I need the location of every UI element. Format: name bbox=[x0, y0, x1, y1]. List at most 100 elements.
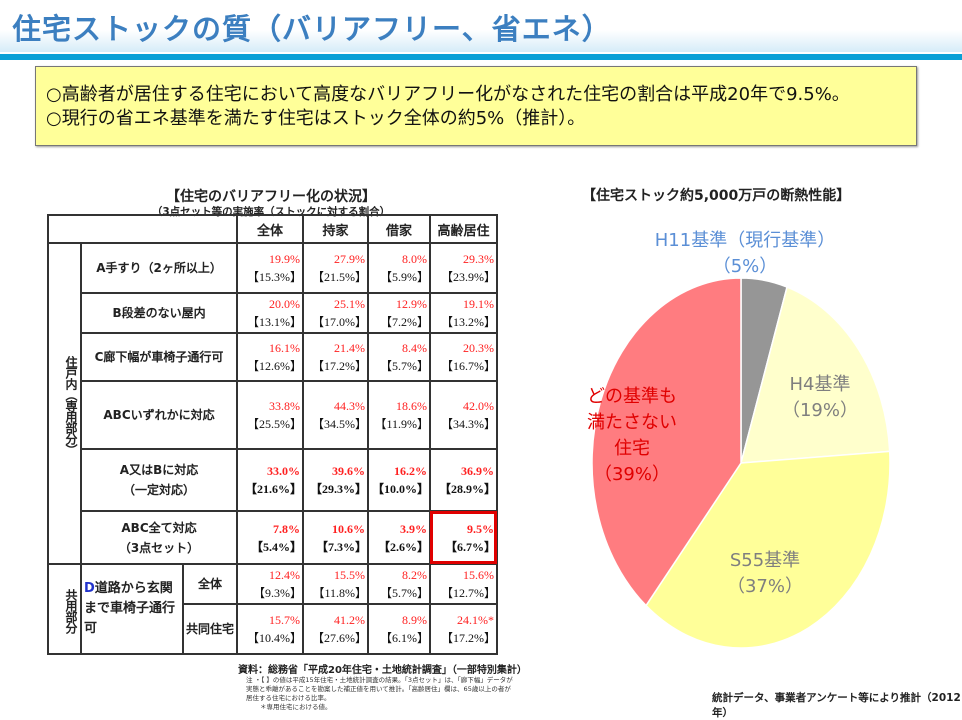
value-cell: 16.2% 【10.0%】 bbox=[367, 448, 432, 512]
value-previous: 【5.9%】 bbox=[380, 270, 430, 284]
value-current: 8.4% bbox=[402, 341, 428, 355]
value-cell: 18.6% 【11.9%】 bbox=[367, 380, 432, 450]
column-header: 持家 bbox=[302, 214, 370, 244]
value-previous: 【5.4%】 bbox=[251, 539, 303, 554]
slice-label-none: どの基準も 満たさない 住宅 （39%） bbox=[572, 384, 692, 488]
row-label-prefix: D bbox=[84, 581, 95, 596]
value-cell: 44.3% 【34.5%】 bbox=[302, 380, 370, 450]
value-previous: 【13.1%】 bbox=[247, 315, 303, 329]
footnote: ＊専用住宅における値。 bbox=[260, 703, 332, 711]
row-label: ABC全て対応 （3点セット） bbox=[79, 510, 239, 565]
column-header: 高齢居住 bbox=[429, 214, 499, 244]
page-title: 住宅ストックの質（バリアフリー、省エネ） bbox=[12, 12, 612, 46]
row-label: A手すり（2ヶ所以上） bbox=[79, 242, 239, 294]
value-current: 20.0% bbox=[269, 297, 301, 311]
row-label: B段差のない屋内 bbox=[79, 292, 239, 334]
value-current: 39.6% bbox=[332, 464, 366, 478]
column-header: 借家 bbox=[367, 214, 432, 244]
value-cell: 16.1% 【12.6%】 bbox=[236, 332, 305, 382]
value-previous: 【5.7%】 bbox=[380, 586, 430, 600]
value-cell: 19.9% 【15.3%】 bbox=[236, 242, 305, 294]
sub-label: 共同住宅 bbox=[181, 603, 239, 655]
row-label-text: 道路から玄関まで車椅子通行可 bbox=[84, 581, 176, 636]
value-current: 3.9% bbox=[400, 521, 428, 536]
value-current: 29.3% bbox=[463, 252, 495, 266]
value-cell: 8.9% 【6.1%】 bbox=[367, 603, 432, 655]
summary-box: ○高齢者が居住する住宅において高度なバリアフリー化がなされた住宅の割合は平成20… bbox=[35, 66, 917, 146]
value-current: 25.1% bbox=[334, 297, 366, 311]
value-previous: 【6.1%】 bbox=[380, 631, 430, 645]
value-current: 15.7% bbox=[269, 613, 301, 627]
value-cell: 41.2% 【27.6%】 bbox=[302, 603, 370, 655]
value-previous: 【16.7%】 bbox=[441, 359, 497, 373]
value-previous: 【7.2%】 bbox=[380, 315, 430, 329]
value-cell: 8.4% 【5.7%】 bbox=[367, 332, 432, 382]
value-cell: 15.7% 【10.4%】 bbox=[236, 603, 305, 655]
table-row: B段差のない屋内 20.0% 【13.1%】 25.1% 【17.0%】 12.… bbox=[48, 292, 499, 334]
value-cell: 10.6% 【7.3%】 bbox=[302, 510, 370, 565]
value-previous: 【23.9%】 bbox=[441, 270, 497, 284]
table-row: 共同住宅 15.7% 【10.4%】 41.2% 【27.6%】 8.9% 【6… bbox=[48, 603, 499, 655]
value-previous: 【27.6%】 bbox=[312, 631, 368, 645]
row-label-text: ABCいずれかに対応 bbox=[103, 408, 215, 422]
value-previous: 【2.6%】 bbox=[378, 539, 430, 554]
section-private-label: 住戸内（専用部分） bbox=[47, 242, 82, 565]
slice-label-text: 満たさない bbox=[587, 412, 677, 433]
slice-label-text: どの基準も bbox=[587, 386, 677, 407]
value-previous: 【21.6%】 bbox=[245, 482, 303, 496]
row-label-text: C廊下幅が車椅子通行可 bbox=[94, 350, 224, 364]
value-cell: 15.5% 【11.8%】 bbox=[302, 563, 370, 605]
summary-line: ○高齢者が居住する住宅において高度なバリアフリー化がなされた住宅の割合は平成20… bbox=[46, 84, 850, 105]
value-cell: 36.9% 【28.9%】 bbox=[429, 448, 499, 512]
slice-label-h11: H11基準（現行基準） （5%） bbox=[640, 228, 850, 280]
value-cell: 9.5% 【6.7%】 bbox=[429, 510, 499, 565]
value-cell: 8.0% 【5.9%】 bbox=[367, 242, 432, 294]
value-current: 19.9% bbox=[269, 252, 301, 266]
value-previous: 【10.4%】 bbox=[247, 631, 303, 645]
value-cell: 39.6% 【29.3%】 bbox=[302, 448, 370, 512]
value-cell: 33.8% 【25.5%】 bbox=[236, 380, 305, 450]
value-current: 18.6% bbox=[396, 399, 428, 413]
section-common-label: 共用部分 bbox=[47, 563, 82, 655]
value-current: 16.1% bbox=[269, 341, 301, 355]
column-header: 全体 bbox=[236, 214, 305, 244]
value-current: 24.1%* bbox=[457, 613, 495, 627]
title-rule bbox=[0, 54, 962, 60]
row-label-text: ABC全て対応 bbox=[121, 520, 197, 535]
slice-pct: （19%） bbox=[781, 400, 858, 421]
value-previous: 【12.6%】 bbox=[247, 359, 303, 373]
value-previous: 【11.9%】 bbox=[374, 417, 430, 431]
value-current: 41.2% bbox=[334, 613, 366, 627]
value-current: 33.0% bbox=[267, 464, 301, 478]
slice-pct: （39%） bbox=[593, 464, 670, 485]
value-current: 8.9% bbox=[402, 613, 428, 627]
value-previous: 【17.0%】 bbox=[312, 315, 368, 329]
value-previous: 【7.3%】 bbox=[316, 539, 368, 554]
footnotes: 注 ・【 】の値は平成15年住宅・土地統計調査の結果。「3点セット」は、「廊下幅… bbox=[246, 676, 516, 712]
value-cell: 12.9% 【7.2%】 bbox=[367, 292, 432, 334]
value-previous: 【15.3%】 bbox=[247, 270, 303, 284]
value-current: 21.4% bbox=[334, 341, 366, 355]
pie-title: 【住宅ストック約5,000万戸の断熱性能】 bbox=[582, 188, 851, 204]
row-label-text: A手すり（2ヶ所以上） bbox=[96, 261, 222, 275]
value-previous: 【5.7%】 bbox=[380, 359, 430, 373]
value-cell: 3.9% 【2.6%】 bbox=[367, 510, 432, 565]
value-cell: 33.0% 【21.6%】 bbox=[236, 448, 305, 512]
value-previous: 【21.5%】 bbox=[312, 270, 368, 284]
value-cell: 21.4% 【17.2%】 bbox=[302, 332, 370, 382]
value-current: 7.8% bbox=[273, 521, 301, 536]
value-previous: 【17.2%】 bbox=[312, 359, 368, 373]
pie-slice bbox=[591, 277, 742, 607]
value-previous: 【34.3%】 bbox=[441, 417, 497, 431]
row-label-sub: （3点セット） bbox=[118, 540, 200, 555]
value-cell: 7.8% 【5.4%】 bbox=[236, 510, 305, 565]
row-label-sub: （一定対応） bbox=[123, 483, 196, 497]
value-current: 8.2% bbox=[402, 568, 428, 582]
value-cell: 19.1% 【13.2%】 bbox=[429, 292, 499, 334]
source-note: 資料：総務省「平成20年住宅・土地統計調査」（一部特別集計） bbox=[238, 665, 527, 676]
value-previous: 【34.5%】 bbox=[312, 417, 368, 431]
value-current: 42.0% bbox=[463, 399, 495, 413]
barrier-free-table: 全体 持家 借家 高齢居住 住戸内（専用部分） A手すり（2ヶ所以上） 19.9%… bbox=[46, 214, 499, 655]
value-current: 44.3% bbox=[334, 399, 366, 413]
slice-label-text: S55基準 bbox=[729, 550, 801, 571]
